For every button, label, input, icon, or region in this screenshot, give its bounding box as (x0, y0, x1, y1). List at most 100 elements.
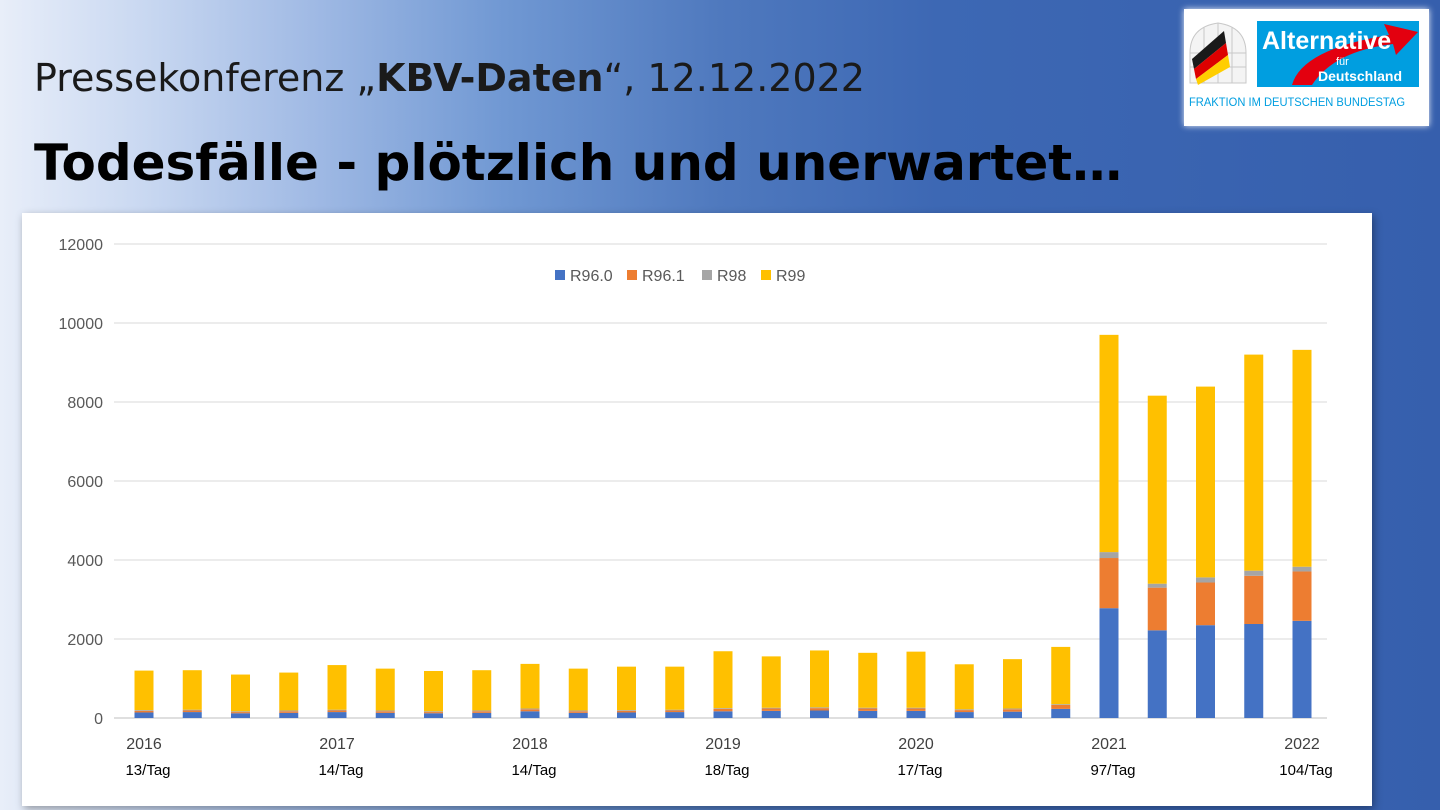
bar-segment-r99 (472, 670, 492, 711)
bar-segment-r96-0 (1147, 630, 1167, 718)
bar-segment-r98 (1244, 570, 1264, 576)
bar-segment-r96-1 (1099, 558, 1119, 609)
bar-segment-r96-1 (472, 711, 492, 713)
bar-segment-r96-1 (761, 708, 781, 711)
bar-segment-r98 (375, 710, 395, 712)
x-year-label: 2021 (1091, 736, 1127, 753)
bar-segment-r98 (810, 707, 829, 709)
bar-segment-r96-1 (520, 709, 540, 712)
x-year-label: 2016 (126, 736, 162, 753)
bar-segment-r96-0 (279, 712, 299, 718)
bar-segment-r96-1 (231, 712, 250, 714)
daily-rate-label: 18/Tag (704, 762, 749, 779)
reichstag-dome-icon (1189, 22, 1247, 85)
bar-segment-r96-0 (182, 712, 202, 718)
bar-segment-r98 (954, 709, 974, 711)
legend-swatch (555, 270, 565, 280)
party-logo: Alternative für Deutschland FRAKTION IM … (1184, 9, 1429, 126)
bar-segment-r96-0 (472, 712, 492, 718)
bar-segment-r98 (858, 707, 878, 709)
slide-headline: Todesfälle - plötzlich und unerwartet… (34, 134, 1123, 192)
bar-segment-r98 (231, 711, 250, 713)
bar-segment-r99 (424, 670, 443, 712)
logo-country: Deutschland (1318, 68, 1402, 84)
daily-rate-label: 97/Tag (1090, 762, 1135, 779)
legend-label: R96.0 (570, 268, 613, 285)
bar-segment-r96-1 (424, 712, 443, 714)
bar-segment-r96-1 (810, 708, 829, 711)
legend-swatch (702, 270, 712, 280)
bar-segment-r98 (1051, 704, 1071, 705)
legend-label: R99 (776, 268, 805, 285)
x-year-label: 2022 (1284, 736, 1320, 753)
bar-segment-r96-1 (1196, 582, 1215, 626)
legend-label: R96.1 (642, 268, 685, 285)
bar-segment-r96-1 (906, 708, 926, 711)
bar-segment-r96-1 (1003, 709, 1022, 712)
bar-segment-r96-0 (1196, 625, 1215, 718)
bar-segment-r98 (1147, 583, 1167, 588)
bar-segment-r96-1 (858, 708, 878, 711)
bar-segment-r98 (665, 709, 685, 711)
logo-brand-word: Alternative (1262, 27, 1391, 55)
bar-segment-r96-1 (375, 711, 395, 713)
bar-segment-r96-1 (665, 710, 685, 713)
bar-segment-r99 (1147, 395, 1167, 584)
bar-segment-r96-1 (182, 710, 202, 713)
bar-segment-r99 (1244, 354, 1264, 571)
daily-rate-label: 13/Tag (125, 762, 170, 779)
legend-swatch (627, 270, 637, 280)
bar-segment-r96-0 (810, 710, 829, 718)
chart-panel: 0 2000 4000 6000 8000 10000 12000 2016 2017 2018… (22, 213, 1372, 806)
bar-segment-r96-0 (906, 710, 926, 718)
bar-segment-r99 (906, 651, 926, 708)
bar-segment-r96-0 (713, 711, 733, 718)
bar-segment-r99 (617, 666, 636, 711)
bar-segment-r96-1 (279, 711, 299, 713)
gridlines (114, 243, 1327, 719)
bar-segment-r96-0 (231, 713, 250, 718)
logo-graphic: Alternative für Deutschland FRAKTION IM … (1189, 21, 1419, 109)
bar-segment-r96-0 (568, 712, 588, 718)
bar-segment-r98 (424, 711, 443, 713)
bar-segment-r98 (182, 709, 202, 711)
bar-segment-r98 (906, 707, 926, 709)
bar-segment-r99 (1099, 334, 1119, 553)
bar-segment-r99 (279, 672, 299, 711)
page-title: Pressekonferenz „KBV-Daten“, 12.12.2022 (34, 56, 865, 100)
y-tick-label: 4000 (67, 553, 103, 570)
bar-segment-r98 (134, 710, 154, 711)
bar-segment-r96-0 (858, 710, 878, 718)
bar-segment-r98 (472, 710, 492, 712)
bar-segment-r96-1 (954, 710, 974, 713)
bar-segment-r96-0 (134, 712, 154, 718)
bar-segment-r96-1 (1244, 575, 1264, 624)
bar-segment-r99 (713, 651, 733, 709)
title-prefix: Pressekonferenz „ (34, 56, 377, 100)
legend: R96.0 R96.1 R98 R99 (555, 268, 805, 285)
bar-segment-r96-1 (617, 710, 636, 713)
bar-segment-r99 (810, 650, 829, 708)
bar-segment-r98 (327, 709, 347, 711)
bar-segment-r98 (617, 710, 636, 711)
bar-segment-r98 (713, 708, 733, 709)
bar-segment-r96-1 (1147, 587, 1167, 631)
title-suffix: “, 12.12.2022 (603, 56, 865, 100)
bars (134, 334, 1312, 718)
daily-rate-label: 104/Tag (1279, 762, 1332, 779)
bar-segment-r96-0 (327, 712, 347, 718)
bar-segment-r96-1 (134, 710, 154, 713)
bar-segment-r99 (1292, 349, 1312, 567)
y-tick-label: 6000 (67, 474, 103, 491)
bar-segment-r98 (568, 710, 588, 712)
bar-segment-r96-0 (1099, 608, 1119, 718)
bar-segment-r98 (761, 707, 781, 709)
bar-segment-r96-0 (1003, 711, 1022, 718)
bar-segment-r99 (568, 668, 588, 711)
logo-subtitle: FRAKTION IM DEUTSCHEN BUNDESTAG (1189, 97, 1405, 109)
y-tick-label: 0 (94, 711, 103, 728)
bar-segment-r96-1 (1051, 704, 1071, 709)
bar-segment-r99 (1196, 386, 1215, 578)
logo-fuer: für (1336, 56, 1349, 68)
bar-segment-r96-0 (1051, 708, 1071, 718)
